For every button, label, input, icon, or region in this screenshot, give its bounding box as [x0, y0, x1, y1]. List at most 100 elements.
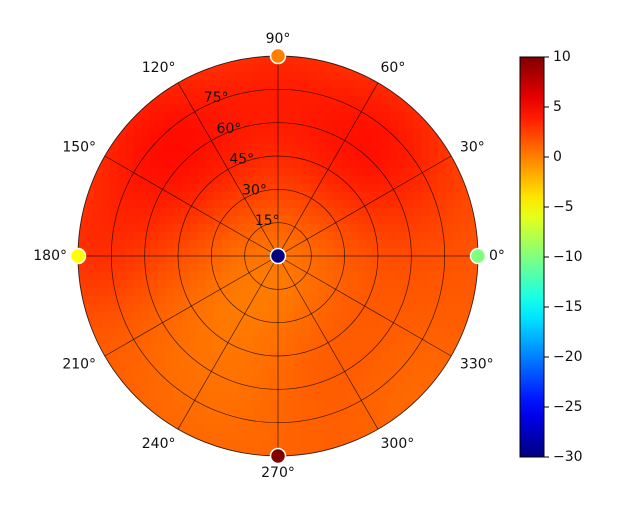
- heatmap-cell: [430, 136, 439, 145]
- heatmap-cell: [350, 312, 359, 321]
- heatmap-cell: [214, 400, 223, 409]
- heatmap-cell: [254, 72, 263, 81]
- data-marker: [69, 247, 87, 265]
- heatmap-cell: [150, 216, 159, 225]
- heatmap-cell: [414, 264, 423, 273]
- heatmap-cell: [350, 168, 359, 177]
- heatmap-cell: [366, 384, 375, 393]
- heatmap-cell: [198, 96, 207, 105]
- heatmap-cell: [294, 136, 303, 145]
- heatmap-cell: [310, 112, 319, 121]
- heatmap-cell: [390, 240, 399, 249]
- heatmap-cell: [158, 208, 167, 217]
- heatmap-cell: [134, 200, 143, 209]
- heatmap-cell: [326, 264, 335, 273]
- heatmap-cell: [390, 152, 399, 161]
- heatmap-cell: [230, 208, 239, 217]
- heatmap-cell: [142, 240, 151, 249]
- heatmap-cell: [86, 184, 95, 193]
- heatmap-cell: [446, 328, 455, 337]
- heatmap-cell: [246, 280, 255, 289]
- heatmap-cell: [214, 264, 223, 273]
- heatmap-cell: [134, 296, 143, 305]
- heatmap-cell: [430, 280, 439, 289]
- heatmap-cell: [470, 208, 478, 217]
- heatmap-cell: [390, 128, 399, 137]
- heatmap-cell: [86, 224, 95, 233]
- heatmap-cell: [142, 264, 151, 273]
- heatmap-cell: [278, 136, 287, 145]
- heatmap-cell: [374, 240, 383, 249]
- heatmap-cell: [262, 208, 271, 217]
- heatmap-cell: [254, 400, 263, 409]
- heatmap-cell: [126, 232, 135, 241]
- heatmap-cell: [358, 312, 367, 321]
- heatmap-cell: [414, 128, 423, 137]
- heatmap-cell: [318, 272, 327, 281]
- heatmap-cell: [342, 80, 351, 89]
- heatmap-cell: [294, 328, 303, 337]
- heatmap-cell: [446, 192, 455, 201]
- heatmap-cell: [166, 128, 175, 137]
- heatmap-cell: [294, 224, 303, 233]
- heatmap-cell: [174, 304, 183, 313]
- heatmap-cell: [270, 400, 279, 409]
- heatmap-cell: [278, 368, 287, 377]
- heatmap-cell: [334, 248, 343, 257]
- colorbar-strip: [519, 56, 545, 458]
- heatmap-cell: [174, 152, 183, 161]
- heatmap-cell: [174, 160, 183, 169]
- heatmap-cell: [270, 344, 279, 353]
- heatmap-cell: [390, 232, 399, 241]
- heatmap-cell: [326, 416, 335, 425]
- heatmap-cell: [294, 280, 303, 289]
- heatmap-cell: [142, 120, 151, 129]
- heatmap-cell: [414, 200, 423, 209]
- heatmap-cell: [422, 136, 431, 145]
- heatmap-cell: [174, 208, 183, 217]
- heatmap-cell: [166, 336, 175, 345]
- heatmap-cell: [406, 344, 415, 353]
- heatmap-cell: [310, 416, 319, 425]
- heatmap-cell: [270, 312, 279, 321]
- heatmap-cell: [310, 56, 319, 65]
- heatmap-cell: [366, 256, 375, 265]
- heatmap-cell: [310, 440, 319, 449]
- heatmap-cell: [110, 352, 119, 361]
- heatmap-cell: [430, 224, 439, 233]
- heatmap-cell: [422, 312, 431, 321]
- heatmap-cell: [126, 168, 135, 177]
- heatmap-cell: [222, 232, 231, 241]
- heatmap-cell: [190, 168, 199, 177]
- heatmap-cell: [262, 352, 271, 361]
- heatmap-cell: [126, 144, 135, 153]
- heatmap-cell: [286, 256, 295, 265]
- heatmap-cell: [142, 152, 151, 161]
- heatmap-cell: [278, 104, 287, 113]
- heatmap-cell: [278, 120, 287, 129]
- heatmap-cell: [462, 304, 471, 313]
- heatmap-cell: [158, 408, 167, 417]
- heatmap-cell: [398, 344, 407, 353]
- heatmap-cell: [278, 200, 287, 209]
- heatmap-cell: [318, 256, 327, 265]
- heatmap-cell: [246, 320, 255, 329]
- heatmap-cell: [422, 152, 431, 161]
- heatmap-cell: [190, 80, 199, 89]
- heatmap-cell: [182, 96, 191, 105]
- heatmap-cell: [110, 184, 119, 193]
- heatmap-cell: [438, 240, 447, 249]
- heatmap-cell: [382, 368, 391, 377]
- heatmap-cell: [134, 392, 143, 401]
- heatmap-cell: [166, 312, 175, 321]
- heatmap-cell: [302, 448, 311, 456]
- heatmap-cell: [238, 376, 247, 385]
- heatmap-cell: [246, 392, 255, 401]
- heatmap-cell: [182, 424, 191, 433]
- heatmap-cell: [390, 408, 399, 417]
- heatmap-cell: [214, 408, 223, 417]
- heatmap-cell: [382, 248, 391, 257]
- heatmap-cell: [422, 184, 431, 193]
- heatmap-cell: [382, 424, 391, 433]
- heatmap-cell: [182, 320, 191, 329]
